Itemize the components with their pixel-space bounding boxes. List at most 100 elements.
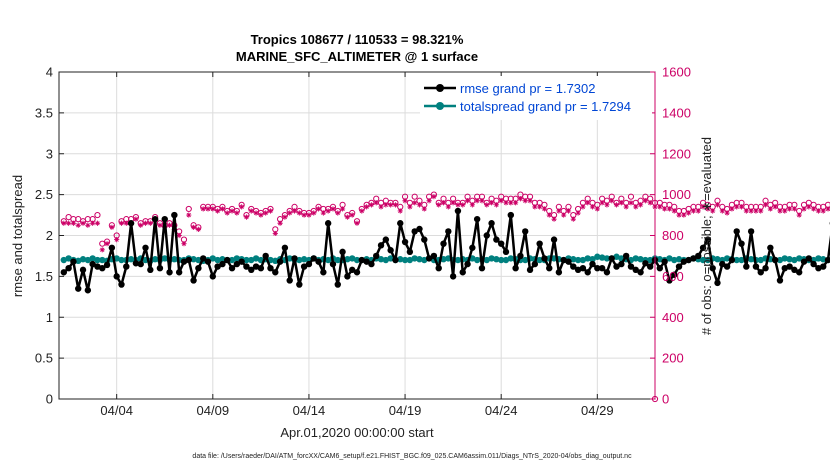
obs-evaluated-point — [758, 208, 764, 214]
obs-evaluated-point — [94, 220, 101, 226]
y-axis-right-label: # of obs: o=possible; ∗=evaluated — [699, 137, 714, 335]
rmse-point — [695, 252, 702, 260]
obs-evaluated-point — [373, 200, 379, 206]
spread-point — [632, 255, 639, 262]
rmse-point — [142, 244, 149, 251]
rmse-point — [810, 260, 817, 268]
y-right-tick-label-5: 1000 — [662, 187, 691, 202]
obs-evaluated-point — [359, 208, 365, 214]
rmse-point — [329, 260, 337, 268]
rmse-point — [603, 269, 611, 276]
rmse-point — [757, 269, 764, 276]
rmse-point — [228, 265, 236, 272]
obs-evaluated-point — [296, 210, 302, 216]
rmse-point — [281, 244, 289, 251]
rmse-point — [65, 265, 72, 272]
obs-evaluated-point — [811, 206, 817, 212]
rmse-point — [728, 256, 736, 264]
y-right-tick-label-0: 0 — [662, 392, 669, 407]
obs-evaluated-point — [714, 202, 721, 208]
spread-point — [382, 256, 390, 264]
rmse-point — [185, 256, 192, 264]
y-right-tick-label-7: 1400 — [662, 105, 691, 120]
y-right-tick-label-8: 1600 — [662, 65, 691, 80]
rmse-point — [257, 265, 265, 272]
rmse-point — [800, 258, 808, 265]
obs-evaluated-point — [464, 198, 471, 204]
spread-point — [522, 256, 529, 264]
rmse-point — [315, 258, 322, 265]
rmse-point — [339, 248, 346, 256]
rmse-point — [99, 265, 106, 272]
obs-evaluated-point — [320, 210, 326, 216]
rmse-point — [815, 265, 822, 272]
rmse-point — [248, 266, 255, 274]
obs-evaluated-point — [825, 206, 830, 212]
rmse-point — [594, 265, 601, 272]
rmse-point — [348, 266, 356, 274]
rmse-point — [387, 247, 394, 254]
obs-evaluated-point — [426, 198, 432, 204]
obs-evaluated-point — [368, 202, 375, 208]
rmse-point — [445, 228, 452, 235]
obs-evaluated-point — [325, 208, 331, 214]
rmse-point — [560, 256, 567, 264]
rmse-point — [214, 263, 221, 270]
legend: rmse grand pr = 1.7302 totalspread grand… — [420, 76, 652, 120]
obs-evaluated-point — [537, 204, 543, 210]
obs-series-group — [60, 191, 830, 403]
obs-evaluated-point — [287, 210, 293, 216]
rmse-point — [324, 220, 332, 227]
y-left-tick-label-8: 4 — [46, 65, 53, 80]
rmse-point — [238, 258, 245, 265]
obs-evaluated-point — [782, 208, 788, 214]
rmse-point — [555, 269, 563, 276]
rmse-point — [243, 263, 250, 270]
rmse-point — [103, 261, 111, 269]
axes-group: 04/04 04/09 04/14 04/19 04/24 04/29 0 0.5 1 1.5 2 2… — [35, 65, 691, 419]
spread-point — [598, 254, 606, 261]
obs-evaluated-point — [315, 206, 322, 212]
spread-point — [118, 256, 125, 264]
rmse-point — [459, 269, 466, 276]
obs-evaluated-point — [666, 206, 673, 212]
obs-evaluated-point — [479, 198, 485, 204]
rmse-point — [776, 277, 784, 284]
obs-evaluated-point — [416, 202, 423, 208]
rmse-point — [344, 273, 351, 280]
rmse-point — [767, 244, 774, 251]
obs-evaluated-point — [157, 222, 163, 228]
obs-evaluated-point — [637, 202, 644, 208]
rmse-point — [507, 211, 515, 219]
rmse-point — [137, 260, 144, 268]
obs-evaluated-point — [589, 204, 596, 210]
obs-evaluated-point — [671, 208, 677, 214]
obs-evaluated-point — [349, 212, 355, 218]
obs-evaluated-point — [301, 212, 307, 218]
rmse-point — [541, 255, 548, 262]
spread-point — [416, 256, 423, 263]
rmse-point — [522, 228, 529, 235]
rmse-point — [276, 258, 284, 265]
obs-evaluated-point — [272, 230, 278, 237]
obs-evaluated-point — [551, 216, 557, 222]
spread-point — [344, 256, 351, 263]
x-tick-label-4: 04/24 — [485, 403, 518, 418]
rmse-point — [666, 277, 673, 284]
spread-point — [89, 255, 96, 262]
spread-point — [161, 255, 168, 262]
obs-evaluated-point — [700, 204, 706, 210]
obs-evaluated-point — [642, 198, 648, 204]
spread-point — [795, 255, 803, 262]
obs-evaluated-point — [585, 200, 591, 206]
obs-evaluated-point — [493, 202, 499, 208]
spread-point — [248, 256, 255, 264]
rmse-point — [497, 240, 505, 247]
rmse-point — [598, 265, 606, 272]
legend-spread-marker — [436, 102, 444, 110]
spread-point — [252, 255, 260, 262]
obs-evaluated-point — [421, 206, 427, 212]
rmse-point — [493, 236, 500, 243]
obs-evaluated-point — [748, 208, 754, 214]
obs-evaluated-point — [513, 200, 519, 206]
